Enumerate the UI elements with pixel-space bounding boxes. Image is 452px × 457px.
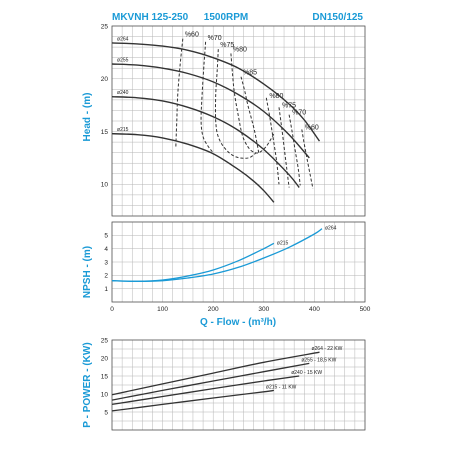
power-ytick-label: 25 xyxy=(101,337,109,344)
efficiency-line xyxy=(288,114,301,186)
size-title: DN150/125 xyxy=(312,12,363,23)
speed-title: 1500RPM xyxy=(204,12,248,23)
efficiency-line xyxy=(200,41,214,154)
power-curve-label: ø255 - 18,5 KW xyxy=(301,357,336,363)
power-ytick-label: 5 xyxy=(104,409,108,416)
head-ytick-label: 20 xyxy=(101,76,109,83)
efficiency-label: %80 xyxy=(269,93,283,100)
power-curve-label: ø215 - 11 KW xyxy=(266,384,297,390)
head-curve-line xyxy=(111,42,321,142)
efficiency-line xyxy=(175,38,184,149)
head-curve-line xyxy=(111,63,310,159)
flow-tick-label: 0 xyxy=(110,306,114,313)
power-ytick-label: 15 xyxy=(101,373,109,380)
power-ytick-label: 10 xyxy=(101,391,109,398)
efficiency-label: %75 xyxy=(220,42,234,49)
efficiency-line xyxy=(301,129,314,189)
head-ytick-label: 25 xyxy=(101,23,109,30)
efficiency-line xyxy=(240,76,260,153)
power-curve-label: ø240 - 15 KW xyxy=(291,370,322,376)
npsh-curve-label: ø264 xyxy=(325,226,337,232)
power-frame xyxy=(111,339,366,431)
efficiency-label: %80 xyxy=(233,46,247,53)
efficiency-line xyxy=(214,49,257,159)
npsh-curve-line xyxy=(111,242,275,282)
head-curve-label: ø255 xyxy=(117,58,129,64)
head-curve-line xyxy=(111,96,300,188)
efficiency-label: %60 xyxy=(185,32,199,39)
efficiency-line xyxy=(265,97,280,185)
npsh-frame xyxy=(111,221,366,303)
power-curve-line xyxy=(111,351,320,396)
model-title: MKVNH 125-250 xyxy=(112,12,189,23)
flow-tick-label: 100 xyxy=(157,306,168,313)
head-curve-line xyxy=(111,133,275,203)
npsh-curve-label: ø215 xyxy=(277,240,289,246)
head-curve-label: ø264 xyxy=(117,36,129,42)
npsh-axis-label: NPSH - (m) xyxy=(82,246,93,298)
npsh-ytick-label: 5 xyxy=(104,233,108,240)
head-frame xyxy=(111,25,366,217)
npsh-chart: 1 2 3 4 5 0 100 200 300 400 500 ø264 ø215 xyxy=(104,221,371,313)
npsh-curve-line xyxy=(111,228,323,282)
npsh-ytick-label: 4 xyxy=(104,246,108,253)
npsh-ytick-label: 2 xyxy=(104,273,108,280)
power-curve-label: ø264 - 22 KW xyxy=(311,346,342,352)
head-ytick-label: 10 xyxy=(101,182,109,189)
power-curve-line xyxy=(111,362,310,401)
efficiency-label: %70 xyxy=(208,35,222,42)
efficiency-label: %85 xyxy=(243,70,257,77)
flow-axis-label: Q - Flow - (m³/h) xyxy=(200,317,276,328)
flow-tick-label: 300 xyxy=(258,306,269,313)
head-ytick-label: 15 xyxy=(101,129,109,136)
power-axis-label: P - POWER - (KW) xyxy=(82,342,93,427)
flow-tick-label: 400 xyxy=(309,306,320,313)
flow-tick-label: 500 xyxy=(360,306,371,313)
flow-tick-label: 200 xyxy=(208,306,219,313)
power-curve-line xyxy=(111,375,300,406)
head-curve-label: ø240 xyxy=(117,90,129,96)
power-chart: 5 10 15 20 25 ø264 - 22 KW ø255 - 18,5 KW ø240 … xyxy=(101,337,366,431)
head-curve-label: ø215 xyxy=(117,127,129,133)
efficiency-label: %75 xyxy=(282,102,296,109)
npsh-ytick-label: 1 xyxy=(104,286,108,293)
power-ytick-label: 20 xyxy=(101,355,109,362)
efficiency-label: %60 xyxy=(305,124,319,131)
power-curve-line xyxy=(111,389,274,412)
npsh-ytick-label: 3 xyxy=(104,259,108,266)
head-axis-label: Head - (m) xyxy=(82,93,93,142)
